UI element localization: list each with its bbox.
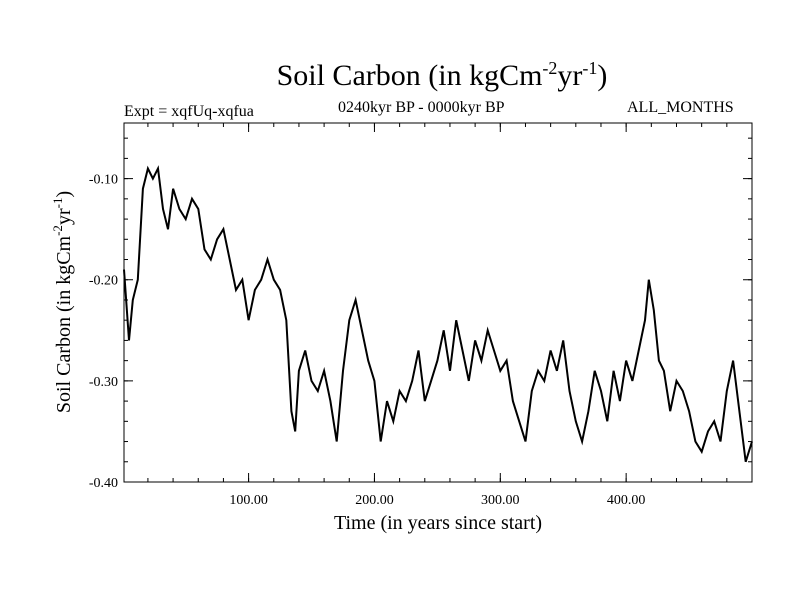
- series-line: [123, 165, 753, 463]
- y-tick-label: -0.40: [89, 476, 118, 491]
- y-tick-label: -0.30: [89, 375, 118, 390]
- experiment-label: Expt = xqfUq-xqfua: [124, 103, 254, 120]
- x-tick-label: 200.00: [355, 493, 394, 508]
- x-tick-label: 400.00: [607, 493, 646, 508]
- y-tick-label: -0.20: [89, 274, 118, 289]
- period-label: 0240kyr BP - 0000kyr BP: [338, 99, 505, 116]
- plot-frame: [123, 122, 753, 483]
- chart-title: Soil Carbon (in kgCm-2yr-1): [276, 58, 608, 92]
- x-tick-label: 300.00: [481, 493, 520, 508]
- months-label: ALL_MONTHS: [627, 99, 734, 116]
- x-tick-label: 100.00: [229, 493, 268, 508]
- x-axis-label: Time (in years since start): [333, 512, 543, 534]
- y-tick-label: -0.10: [89, 173, 118, 188]
